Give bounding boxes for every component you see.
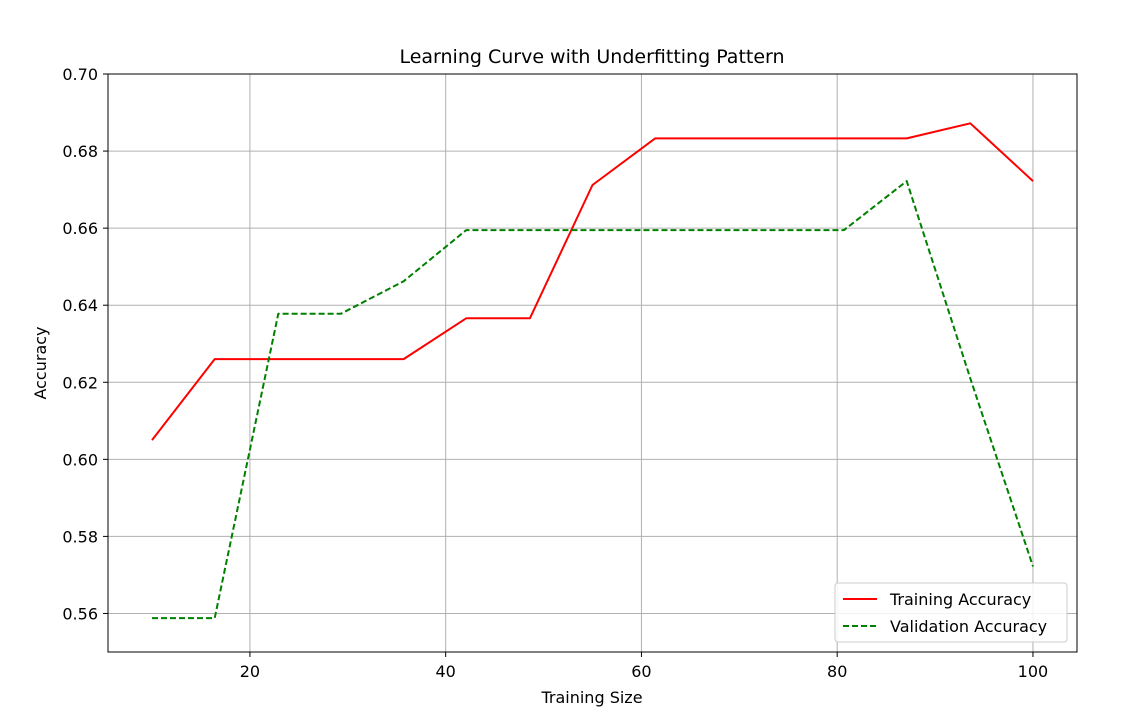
x-tick-label: 60 [631,662,651,681]
legend-box [834,582,1068,643]
x-axis-label: Training Size [540,688,642,707]
training-accuracy-line [151,122,1034,441]
chart-title: Learning Curve with Underfitting Pattern [399,46,784,68]
validation-accuracy-line [152,180,1034,620]
y-tick-label: 0.56 [62,604,98,623]
x-tick-label: 100 [1018,662,1049,681]
y-tick-label: 0.68 [62,142,98,161]
y-tick-label: 0.64 [62,296,98,315]
legend-validation-label: Validation Accuracy [890,617,1047,636]
y-tick-label: 0.62 [62,373,98,392]
y-tick-label: 0.70 [62,65,98,84]
axis-ticks: 20 40 60 80 100 0.56 0.58 0.60 0.62 0.64 0.66 0.68 0… [62,65,1048,681]
y-tick-label: 0.60 [62,450,98,469]
y-tick-label: 0.66 [62,219,98,238]
x-tick-label: 80 [827,662,847,681]
series-lines [151,122,1034,620]
plot-frame [107,73,1078,653]
y-axis-label: Accuracy [31,326,50,399]
grid-lines [108,73,1077,652]
x-tick-label: 20 [240,662,260,681]
legend-training-label: Training Accuracy [889,590,1031,609]
legend: Training Accuracy Validation Accuracy [834,582,1068,643]
y-tick-label: 0.58 [62,527,98,546]
x-tick-label: 40 [436,662,456,681]
